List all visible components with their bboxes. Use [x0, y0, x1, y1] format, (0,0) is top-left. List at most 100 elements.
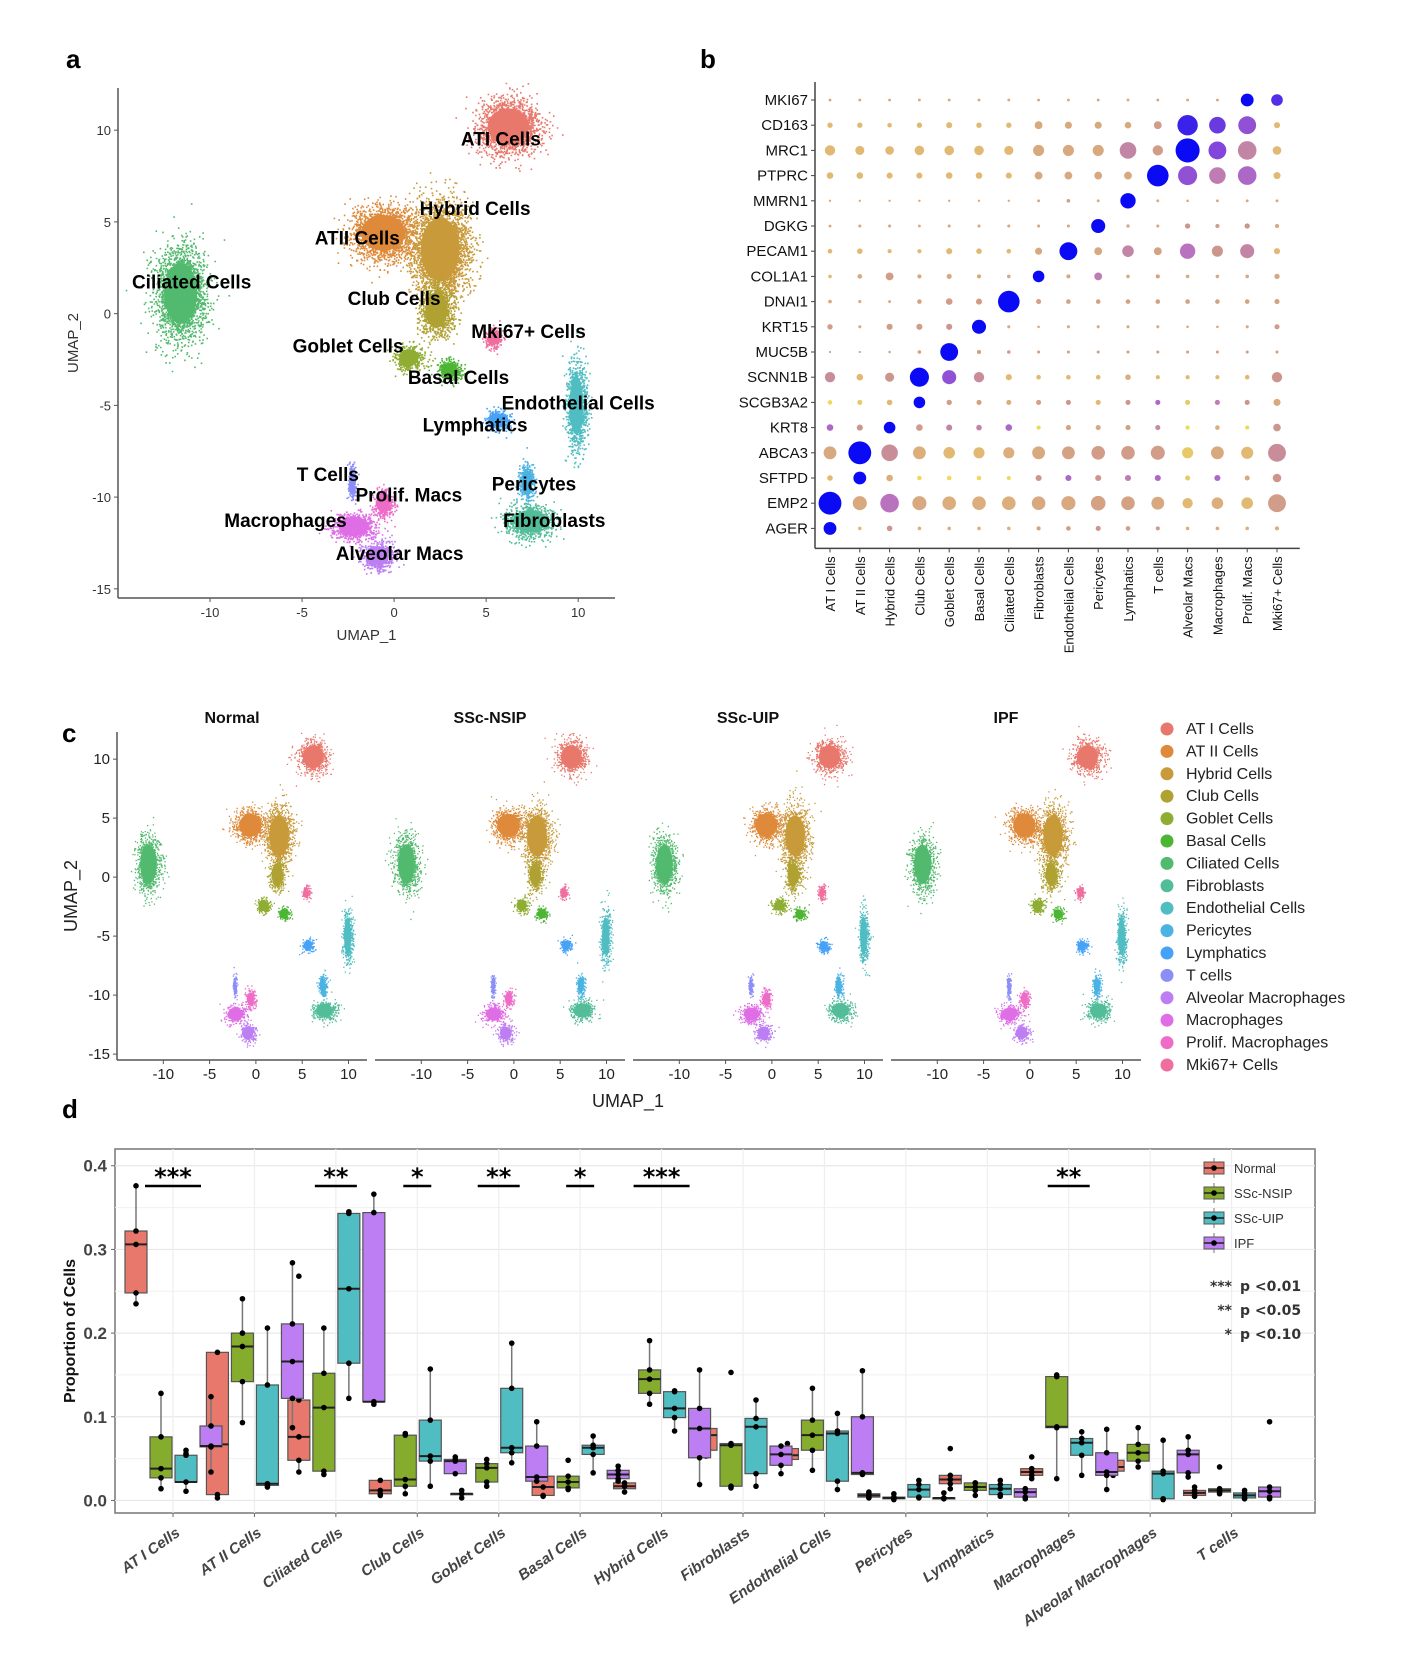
- cluster-core: [527, 815, 547, 857]
- dot: [1209, 116, 1226, 134]
- box: [687, 1407, 712, 1459]
- dot: [1002, 496, 1016, 511]
- dot: [1004, 145, 1014, 155]
- dot: [1119, 142, 1137, 159]
- x-tick-label: 10: [571, 605, 585, 620]
- dot: [1126, 325, 1130, 329]
- legend-swatch: [1160, 812, 1174, 826]
- data-point: [296, 1469, 302, 1475]
- data-point: [778, 1470, 784, 1477]
- dot: [977, 526, 981, 531]
- dot: [1155, 274, 1160, 279]
- panel-letter-d: d: [62, 1094, 78, 1124]
- cluster-fibroblasts: [824, 992, 859, 1028]
- data-point: [208, 1443, 214, 1449]
- dot: [1064, 121, 1072, 129]
- dot: [977, 199, 981, 202]
- cluster-alveolar-macrophages: [353, 534, 405, 575]
- data-point: [753, 1397, 759, 1403]
- dot: [977, 224, 981, 228]
- dot: [1094, 171, 1103, 180]
- dot: [826, 424, 834, 431]
- data-point: [346, 1208, 352, 1215]
- gene-label: SCNN1B: [747, 369, 808, 386]
- dot: [1237, 166, 1257, 185]
- dot: [1125, 526, 1131, 531]
- data-point: [590, 1433, 596, 1439]
- cluster-core: [239, 813, 262, 837]
- y-tick-label: -10: [88, 987, 110, 1004]
- data-point: [809, 1417, 816, 1423]
- dot: [1150, 445, 1165, 460]
- cell-type-label: Club Cells: [912, 556, 927, 616]
- cell-type-label: Macrophages: [1210, 556, 1225, 635]
- data-point: [859, 1413, 866, 1420]
- box: [287, 1399, 311, 1461]
- dot: [1274, 299, 1280, 305]
- dot: [1214, 399, 1220, 405]
- cluster-core: [344, 917, 352, 955]
- data-point: [1078, 1429, 1085, 1435]
- data-point: [1185, 1470, 1191, 1476]
- data-point: [1078, 1472, 1085, 1479]
- dot: [917, 224, 921, 228]
- cluster-goblet-cells: [1028, 893, 1048, 916]
- gene-label: COL1A1: [750, 268, 808, 285]
- cluster-core: [1007, 977, 1010, 994]
- cluster-goblet-cells: [510, 894, 533, 917]
- data-point: [1216, 1485, 1223, 1492]
- legend-swatch: [1160, 1058, 1174, 1072]
- cluster-club-cells: [524, 850, 551, 902]
- legend-swatch: [1160, 744, 1174, 758]
- dot: [1006, 122, 1012, 128]
- facet-ipf: -10 -5 0 5 10 IPF: [891, 710, 1141, 1083]
- gene-label: PECAM1: [746, 243, 808, 260]
- cluster-hybrid-cells: [394, 172, 489, 326]
- data-point: [239, 1343, 246, 1350]
- data-point: [916, 1486, 922, 1493]
- data-point: [916, 1494, 922, 1500]
- dot: [1215, 223, 1220, 229]
- box-ipf-lymphatics: [1013, 1485, 1037, 1502]
- dot: [940, 343, 959, 361]
- dot: [1007, 224, 1011, 228]
- dot: [887, 122, 892, 128]
- data-point: [296, 1457, 302, 1464]
- box-ssc-nsip-endothelial-cells: [800, 1385, 825, 1474]
- dot: [977, 98, 981, 102]
- x-tick-label: 5: [1072, 1066, 1080, 1083]
- dot: [1091, 218, 1106, 234]
- cluster-at-ii-cells: [743, 801, 790, 857]
- data-point: [239, 1295, 246, 1302]
- dot: [1059, 242, 1078, 261]
- dot: [909, 367, 929, 387]
- data-point: [483, 1483, 490, 1490]
- x-tick-label: 5: [814, 1066, 822, 1083]
- dot: [1241, 497, 1253, 510]
- data-point: [208, 1423, 214, 1429]
- y-tick-label: 0.4: [83, 1157, 107, 1176]
- dot: [857, 399, 863, 405]
- data-point: [158, 1434, 164, 1440]
- legend-label: SSc-NSIP: [1234, 1186, 1293, 1201]
- dot: [828, 350, 832, 354]
- dot: [942, 496, 956, 511]
- data-point: [1103, 1426, 1110, 1433]
- dot: [828, 199, 832, 202]
- data-point: [1185, 1474, 1191, 1480]
- dot: [918, 199, 921, 202]
- facet-normal: -10 -5 0 5 10 10 5 0 -5 -10 -15 Normal: [88, 710, 367, 1083]
- panel-letter-c: c: [62, 718, 76, 748]
- data-point: [452, 1470, 459, 1477]
- cluster-t-cells: [232, 966, 239, 1005]
- cluster-core: [758, 1026, 770, 1040]
- data-point: [615, 1475, 621, 1482]
- dot: [1245, 325, 1249, 329]
- data-point: [427, 1458, 434, 1464]
- y-tick-label: 5: [104, 215, 111, 230]
- dot: [1237, 141, 1257, 160]
- box-ipf-alveolar-macrophages: [1176, 1434, 1200, 1480]
- x-tick-label: -5: [977, 1066, 990, 1083]
- cluster-label: Alveolar Macs: [336, 544, 464, 565]
- cluster-hybrid-cells: [254, 784, 303, 882]
